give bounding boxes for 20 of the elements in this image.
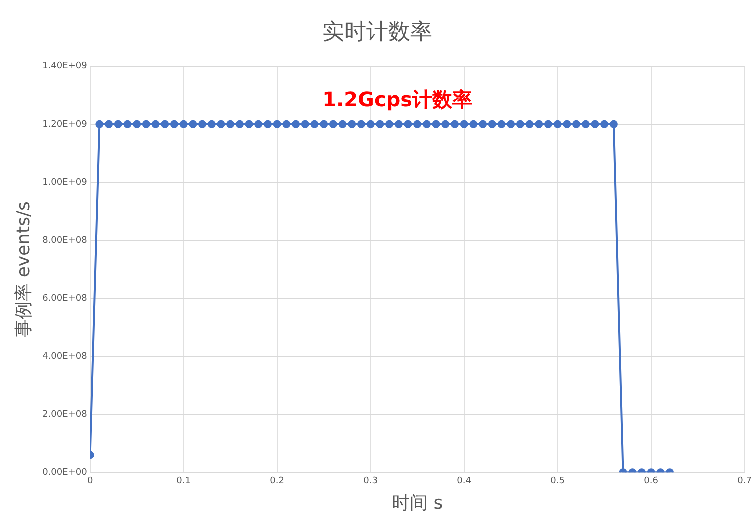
y-tick-label: 6.00E+08: [42, 294, 88, 304]
x-tick-label: 0.2: [270, 476, 284, 486]
y-tick-label: 0.00E+00: [42, 468, 88, 478]
x-tick-label: 0.6: [644, 476, 659, 486]
y-tick-label: 1.20E+09: [42, 120, 88, 130]
x-tick-label: 0.1: [176, 476, 191, 486]
x-tick-label: 0.4: [457, 476, 472, 486]
y-tick-label: 4.00E+08: [42, 352, 88, 362]
y-tick-label: 8.00E+08: [42, 236, 88, 246]
x-tick-label: 0.5: [550, 476, 565, 486]
chart-title: 实时计数率: [322, 20, 432, 45]
y-axis-title: 事例率 events/s: [13, 202, 34, 338]
annotation: 1.2Gcps计数率: [322, 88, 473, 112]
y-tick-label: 1.00E+09: [42, 178, 88, 188]
x-tick-label: 0.7: [738, 476, 752, 486]
x-tick-label: 0.3: [364, 476, 378, 486]
y-tick-label: 2.00E+08: [42, 410, 88, 420]
x-tick-label: 0: [87, 476, 94, 486]
y-tick-label: 1.40E+09: [42, 62, 88, 72]
x-axis-title: 时间 s: [392, 492, 444, 514]
